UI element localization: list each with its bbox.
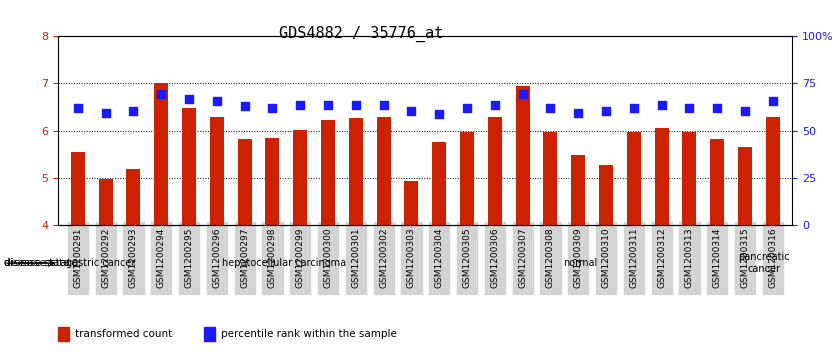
- Point: [71, 105, 84, 111]
- Point: [127, 108, 140, 114]
- Bar: [432, 143, 446, 225]
- Point: [154, 91, 168, 97]
- Point: [349, 102, 363, 107]
- Bar: [377, 118, 390, 225]
- Bar: [265, 138, 279, 225]
- Point: [711, 105, 724, 111]
- Bar: [515, 86, 530, 225]
- Text: disease state: disease state: [4, 258, 69, 268]
- Text: pancreatic
cancer: pancreatic cancer: [738, 252, 790, 274]
- Point: [321, 102, 334, 107]
- Bar: [98, 179, 113, 225]
- Bar: [154, 82, 168, 225]
- Point: [544, 105, 557, 111]
- Point: [433, 111, 446, 117]
- Bar: [766, 118, 780, 225]
- Bar: [321, 120, 335, 225]
- Bar: [488, 118, 502, 225]
- Point: [238, 103, 251, 109]
- Text: disease state: disease state: [4, 258, 78, 268]
- Point: [571, 110, 585, 116]
- Point: [266, 105, 279, 111]
- Point: [183, 96, 196, 102]
- Bar: [627, 132, 641, 225]
- Bar: [58, 327, 68, 341]
- Bar: [182, 108, 196, 225]
- Text: normal: normal: [564, 258, 598, 268]
- Point: [655, 102, 668, 107]
- Point: [738, 108, 751, 114]
- Point: [600, 108, 613, 114]
- Text: percentile rank within the sample: percentile rank within the sample: [221, 329, 397, 339]
- Point: [404, 108, 418, 114]
- Point: [210, 98, 224, 104]
- Text: transformed count: transformed count: [75, 329, 173, 339]
- Bar: [294, 130, 307, 225]
- Bar: [738, 147, 752, 225]
- Text: gastric cancer: gastric cancer: [66, 258, 135, 268]
- Point: [627, 105, 641, 111]
- Bar: [655, 129, 669, 225]
- Point: [488, 102, 501, 107]
- Point: [377, 102, 390, 107]
- Bar: [544, 132, 557, 225]
- Bar: [204, 327, 215, 341]
- Bar: [210, 118, 224, 225]
- Bar: [682, 132, 696, 225]
- Bar: [460, 132, 474, 225]
- Point: [99, 110, 113, 116]
- Bar: [599, 165, 613, 225]
- Text: GDS4882 / 35776_at: GDS4882 / 35776_at: [279, 25, 443, 42]
- Bar: [571, 155, 585, 225]
- Bar: [711, 139, 724, 225]
- Text: hepatocellular carcinoma: hepatocellular carcinoma: [222, 258, 346, 268]
- Point: [516, 91, 530, 97]
- Bar: [349, 118, 363, 225]
- Bar: [127, 170, 140, 225]
- Point: [294, 102, 307, 107]
- Point: [460, 105, 474, 111]
- Point: [683, 105, 696, 111]
- Point: [766, 98, 780, 104]
- Bar: [404, 181, 419, 225]
- Bar: [238, 139, 252, 225]
- Bar: [71, 152, 85, 225]
